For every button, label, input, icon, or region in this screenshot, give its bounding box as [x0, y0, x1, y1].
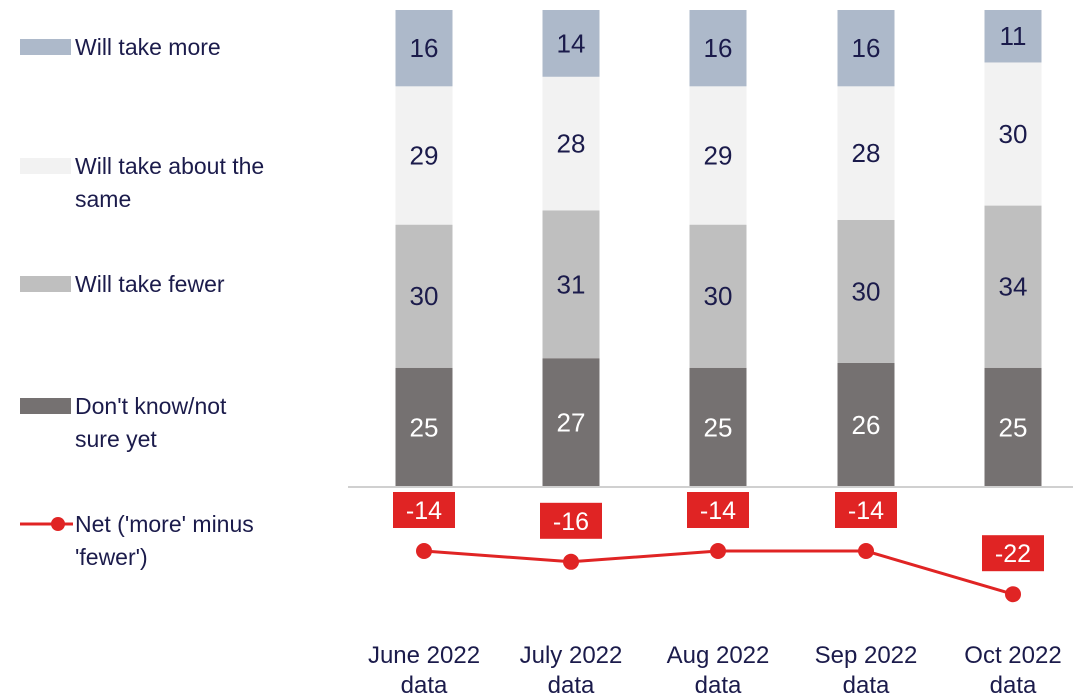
net-point-1 — [563, 553, 579, 570]
bar-segment-3-2 — [837, 86, 895, 220]
stacked-bars: 25 30 29 16 27 31 28 14 25 30 29 16 26 30 28 16 25 34 30 11 — [395, 10, 1042, 487]
bar-value-label-1-0: 27 — [557, 408, 586, 438]
net-label-box-3 — [835, 492, 897, 528]
category-label-4-0: Oct 2022 — [964, 642, 1061, 669]
net-point-0 — [416, 543, 432, 559]
net-point-4 — [1005, 586, 1021, 603]
chart-legend: Will take more Will take about the same Wil… — [20, 34, 264, 570]
legend-label-0-0: Don't know/not — [75, 393, 227, 419]
bar-value-label-2-3: 16 — [704, 33, 733, 63]
bar-segment-3-3 — [837, 10, 895, 87]
bar-value-label-1-2: 28 — [557, 129, 586, 159]
category-label-1-1: data — [548, 672, 595, 698]
category-label-4-1: data — [990, 672, 1037, 698]
bar-value-label-3-2: 28 — [852, 138, 881, 168]
net-label-box-4 — [982, 535, 1044, 572]
legend-swatch-0 — [20, 398, 71, 414]
net-label-box-1 — [540, 502, 602, 539]
bar-value-label-0-2: 29 — [410, 140, 439, 170]
bar-segment-4-3 — [984, 10, 1042, 63]
bar-value-label-2-1: 30 — [704, 281, 733, 311]
category-label-1-0: July 2022 — [520, 642, 623, 669]
net-label-box-2 — [687, 492, 749, 528]
net-value-label-3: -14 — [848, 497, 884, 525]
bar-value-label-0-3: 16 — [410, 33, 439, 63]
bar-segment-1-2 — [542, 76, 600, 211]
bar-segment-3-1 — [837, 219, 895, 363]
net-value-label-0: -14 — [406, 497, 442, 525]
net-value-label-1: -16 — [553, 508, 589, 536]
bar-value-label-0-0: 25 — [410, 412, 439, 442]
bar-segment-0-3 — [395, 10, 453, 87]
legend-label-2-0: Will take about the — [75, 153, 264, 179]
bar-segment-2-2 — [689, 86, 747, 225]
x-axis-category-labels: June 2022 data July 2022 data Aug 2022 data Se… — [368, 642, 1062, 698]
legend-label-3-0: Will take more — [75, 34, 221, 60]
bar-value-label-3-0: 26 — [852, 410, 881, 440]
category-label-2-1: data — [695, 672, 742, 698]
legend-label-2-1: same — [75, 186, 131, 212]
net-value-label-4: -22 — [995, 540, 1031, 568]
bar-value-label-2-0: 25 — [704, 412, 733, 442]
category-label-0-0: June 2022 — [368, 642, 480, 669]
bar-value-label-0-1: 30 — [410, 281, 439, 311]
net-value-label-2: -14 — [700, 497, 736, 525]
net-point-2 — [710, 543, 726, 559]
bar-segment-4-1 — [984, 205, 1042, 368]
legend-net-marker — [51, 517, 65, 531]
bar-segment-0-0 — [395, 367, 453, 487]
bar-segment-0-1 — [395, 224, 453, 368]
bar-segment-2-1 — [689, 224, 747, 368]
bar-segment-4-2 — [984, 62, 1042, 206]
legend-swatch-1 — [20, 276, 71, 292]
bar-segment-0-2 — [395, 86, 453, 225]
legend-swatch-2 — [20, 158, 71, 174]
bar-segment-2-0 — [689, 367, 747, 487]
legend-label-0-1: sure yet — [75, 426, 157, 452]
net-data-labels: -14 -16 -14 -14 -22 — [393, 492, 1044, 572]
legend-label-net-0: Net ('more' minus — [75, 511, 254, 537]
bar-value-label-1-3: 14 — [557, 28, 586, 58]
bar-segment-4-0 — [984, 367, 1042, 487]
bar-segment-1-3 — [542, 10, 600, 77]
bar-segment-3-0 — [837, 362, 895, 487]
net-label-box-0 — [393, 492, 455, 528]
bar-segment-1-1 — [542, 210, 600, 359]
category-label-3-0: Sep 2022 — [815, 642, 918, 669]
net-line-series — [416, 543, 1021, 603]
bar-segment-2-3 — [689, 10, 747, 87]
net-point-3 — [858, 543, 874, 559]
bar-value-label-4-0: 25 — [999, 412, 1028, 442]
bar-value-label-1-1: 31 — [557, 269, 586, 299]
bar-value-label-2-2: 29 — [704, 140, 733, 170]
bar-value-label-4-2: 30 — [999, 119, 1028, 149]
bar-value-label-4-1: 34 — [999, 272, 1028, 302]
legend-swatch-3 — [20, 39, 71, 55]
category-label-3-1: data — [843, 672, 890, 698]
legend-label-1-0: Will take fewer — [75, 271, 225, 297]
bar-value-label-4-3: 11 — [1000, 21, 1027, 51]
bar-segment-1-0 — [542, 358, 600, 487]
bar-value-label-3-3: 16 — [852, 33, 881, 63]
category-label-2-0: Aug 2022 — [667, 642, 770, 669]
legend-label-net-1: 'fewer') — [75, 544, 148, 570]
bar-value-label-3-1: 30 — [852, 276, 881, 306]
category-label-0-1: data — [401, 672, 448, 698]
